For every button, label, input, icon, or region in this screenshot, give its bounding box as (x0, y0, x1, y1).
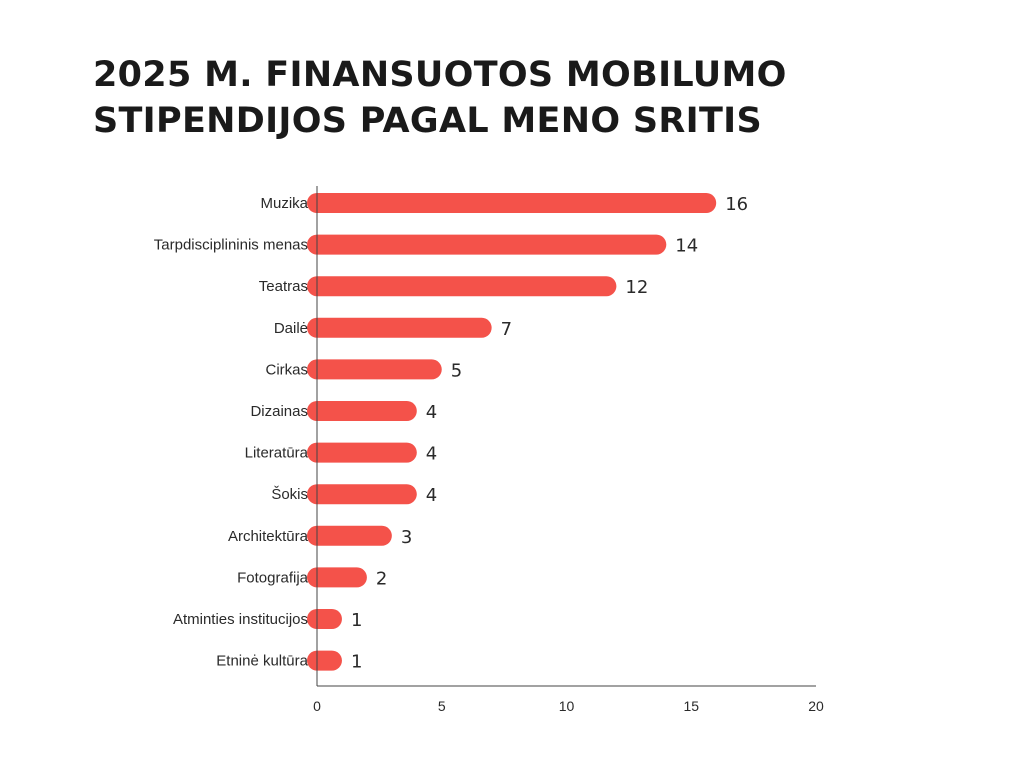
category-label: Dailė (274, 320, 308, 337)
bar (307, 484, 417, 505)
category-label: Etninė kultūra (216, 653, 308, 670)
value-label: 1 (351, 652, 362, 673)
category-label: Dizainas (250, 403, 308, 420)
value-label: 3 (401, 527, 412, 548)
value-label: 5 (451, 360, 462, 381)
bar (307, 359, 442, 380)
chart-title: 2025 M. FINANSUOTOS MOBILUMO STIPENDIJOS… (93, 55, 787, 141)
category-label: Atminties institucijos (173, 611, 308, 628)
bar (307, 276, 617, 297)
value-label: 4 (426, 444, 437, 465)
x-tick-label: 0 (313, 698, 321, 714)
value-label: 16 (725, 194, 748, 215)
bar (307, 442, 417, 463)
category-label: Fotografija (237, 569, 309, 586)
value-label: 14 (675, 236, 698, 257)
bar (307, 234, 667, 255)
value-label: 12 (625, 277, 648, 298)
x-tick-label: 20 (808, 698, 824, 714)
category-label: Architektūra (228, 528, 309, 545)
bar (307, 650, 342, 671)
bar (307, 193, 717, 213)
x-tick-label: 10 (559, 698, 575, 714)
category-label: Cirkas (265, 361, 308, 378)
bar (307, 525, 392, 546)
category-label: Tarpdisciplininis menas (154, 237, 308, 254)
value-label: 2 (376, 568, 387, 589)
category-label: Šokis (271, 486, 308, 503)
bar (307, 317, 492, 338)
value-label: 4 (426, 485, 437, 506)
x-tick-label: 5 (438, 698, 446, 714)
bar (307, 567, 367, 588)
category-label: Literatūra (245, 445, 309, 462)
category-label: Muzika (260, 195, 308, 212)
category-label: Teatras (259, 278, 308, 295)
bar (307, 401, 417, 421)
bar (307, 609, 342, 629)
x-tick-label: 15 (683, 698, 699, 714)
value-label: 4 (426, 402, 437, 423)
bars-layer (307, 193, 717, 671)
value-label: 1 (351, 610, 362, 631)
value-label: 7 (501, 319, 512, 340)
